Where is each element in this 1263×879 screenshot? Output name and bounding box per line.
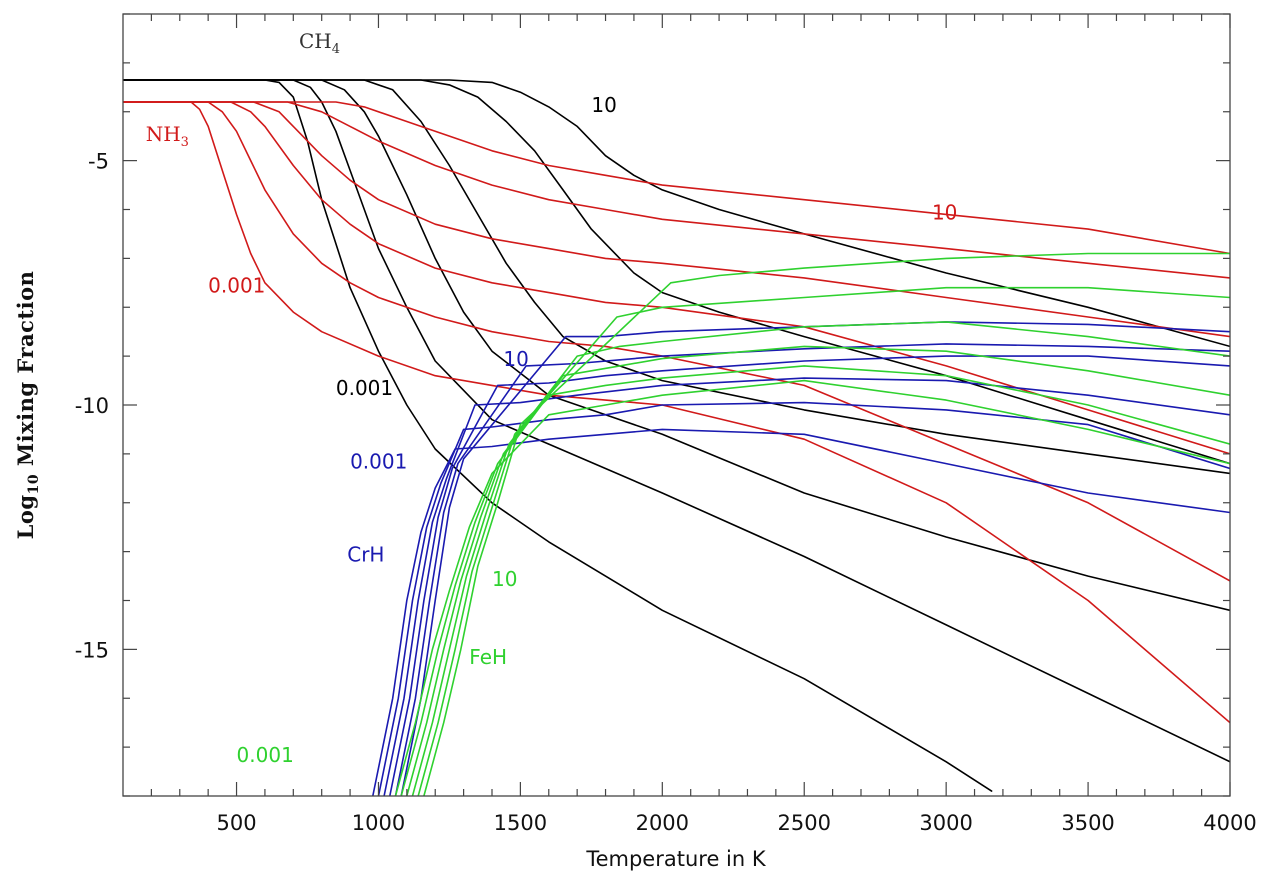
- annotation-feh: FeH: [469, 645, 507, 669]
- annotation-feh-10: 10: [492, 567, 517, 591]
- series-line-crh-16: [394, 343, 1230, 796]
- series-line-nh3-8: [123, 101, 1230, 455]
- series-line-ch4-2: [123, 79, 1230, 612]
- annotations-layer: CH4 NH3 10 10 0.001 0.001 10 0.001 CrH 10 FeH 0.001: [146, 29, 958, 767]
- series-line-nh3-10: [123, 101, 1230, 279]
- series-line-ch4-0: [123, 79, 993, 792]
- annotation-crh-0001: 0.001: [350, 450, 407, 474]
- series-line-ch4-5: [123, 79, 1230, 348]
- series-layer: [123, 79, 1230, 796]
- series-line-crh-17: [400, 321, 1230, 796]
- series-line-ch4-1: [123, 79, 1230, 763]
- annotation-nh3-10: 10: [932, 200, 957, 224]
- y-tick-label: -10: [75, 394, 109, 418]
- x-axis-title: Temperature in K: [585, 847, 767, 871]
- series-line-crh-13: [377, 401, 1230, 796]
- y-axis-title-subscript: 10: [26, 474, 42, 494]
- y-axis-title: Log10 Mixing Fraction: [13, 271, 42, 540]
- series-line-feh-21: [411, 321, 1230, 796]
- series-line-ch4-4: [123, 79, 1230, 465]
- series-line-nh3-7: [123, 101, 1230, 582]
- series-line-crh-14: [383, 377, 1230, 796]
- series-line-feh-22: [417, 286, 1230, 796]
- x-tick-label: 4000: [1203, 811, 1256, 835]
- annotation-crh-10: 10: [503, 347, 528, 371]
- x-tick-label: 1500: [494, 811, 547, 835]
- series-line-ch4-3: [123, 79, 1230, 475]
- annotation-nh3: NH3: [146, 122, 189, 150]
- y-tick-label: -5: [88, 150, 109, 174]
- y-axis-title-suffix: Mixing Fraction: [13, 271, 38, 474]
- series-line-feh-18: [394, 379, 1230, 796]
- y-tick-label: -15: [75, 638, 109, 662]
- x-tick-label: 3500: [1061, 811, 1114, 835]
- x-tick-label: 1000: [352, 811, 405, 835]
- series-line-nh3-11: [123, 101, 1230, 255]
- x-tick-label: 500: [216, 811, 256, 835]
- annotation-ch4-10: 10: [591, 93, 616, 117]
- series-line-crh-12: [372, 428, 1230, 796]
- annotation-nh3-0001: 0.001: [208, 274, 265, 298]
- annotation-feh-0001: 0.001: [237, 743, 294, 767]
- plot-frame: [122, 13, 1231, 797]
- series-line-crh-15: [389, 355, 1230, 796]
- x-tick-label: 2000: [636, 811, 689, 835]
- annotation-crh: CrH: [347, 542, 384, 566]
- annotation-ch4-0001: 0.001: [336, 376, 393, 400]
- annotation-ch4: CH4: [299, 29, 340, 57]
- x-tick-label: 2500: [778, 811, 831, 835]
- y-axis-title-prefix: Log: [13, 494, 38, 539]
- series-line-nh3-9: [123, 101, 1230, 338]
- series-line-feh-23: [423, 252, 1230, 796]
- x-tick-label: 3000: [919, 811, 972, 835]
- tick-labels-layer: 500 1000 1500 2000 2500 3000 3500 4000 -5 -10 -15: [75, 150, 1257, 835]
